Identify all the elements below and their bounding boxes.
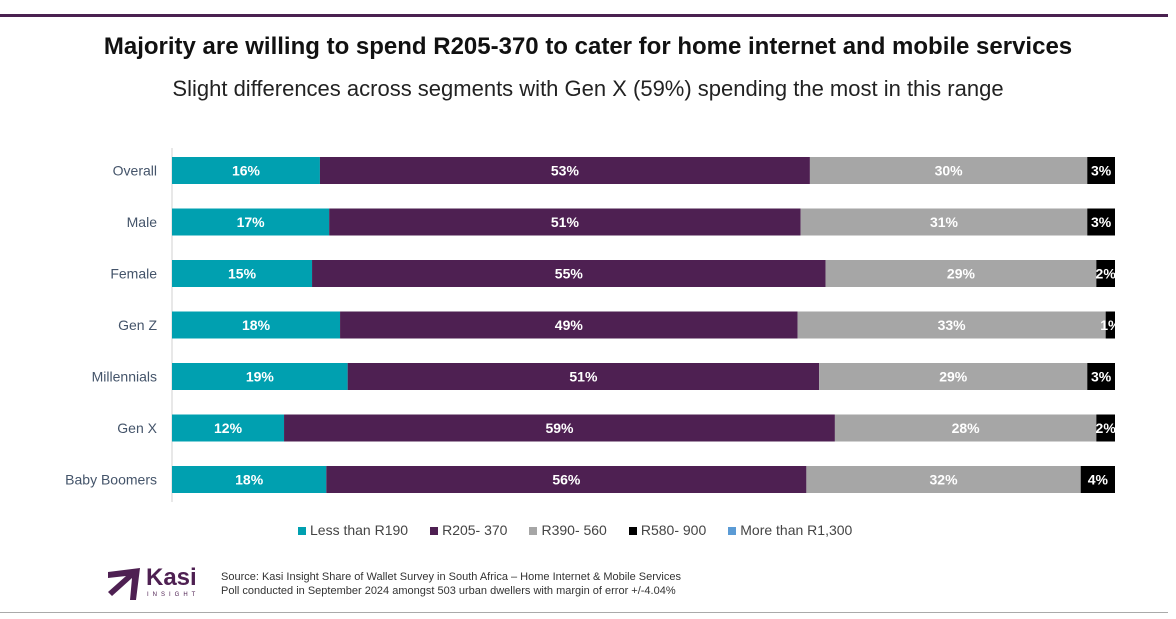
data-label: 30% — [935, 163, 964, 179]
bar-segment — [347, 363, 820, 390]
legend-swatch — [728, 527, 737, 536]
bar-segment — [800, 208, 1088, 236]
category-label: Female — [110, 266, 157, 282]
legend-swatch — [298, 527, 306, 536]
bar-segment — [1087, 157, 1115, 184]
legend-swatch — [628, 527, 637, 536]
bar-segment — [1087, 363, 1115, 390]
category-label: Male — [127, 214, 158, 230]
data-label: 15% — [228, 266, 257, 282]
data-label: 1% — [1100, 317, 1121, 333]
bar-segment — [284, 414, 835, 442]
data-label: 29% — [939, 369, 968, 385]
data-label: 29% — [947, 266, 976, 282]
legend-item: More than R1,300 — [728, 522, 852, 538]
legend: Less than R190 R205- 370 R390- 560 R580- 90… — [298, 522, 852, 538]
category-label: Gen Z — [118, 317, 157, 333]
data-label: 16% — [232, 163, 261, 179]
bar-segment — [329, 208, 801, 236]
data-label: 28% — [952, 420, 981, 436]
data-label: 19% — [246, 369, 275, 385]
bar-segment — [809, 157, 1088, 184]
bar-segment — [1096, 260, 1115, 287]
data-label: 3% — [1091, 369, 1112, 385]
data-label: 49% — [555, 317, 584, 333]
chart-title: Majority are willing to spend R205-370 t… — [103, 33, 1073, 60]
bar-segment — [319, 157, 810, 184]
kasi-logo-icon — [108, 568, 140, 600]
data-label: 51% — [551, 214, 580, 230]
data-label: 51% — [569, 369, 598, 385]
data-label: 53% — [551, 163, 580, 179]
legend-swatch — [430, 527, 439, 536]
bar-segment — [1105, 311, 1115, 339]
bar-segment — [819, 363, 1088, 390]
bar-segment — [172, 414, 285, 442]
data-label: 3% — [1091, 163, 1112, 179]
bar-segment — [806, 466, 1081, 493]
data-label: 31% — [930, 214, 959, 230]
bar-segment — [172, 208, 330, 236]
data-label: 3% — [1091, 214, 1112, 230]
legend-swatch — [529, 527, 538, 536]
bar-segment — [312, 260, 826, 287]
legend-label: R205- 370 — [442, 522, 508, 538]
bar-segment — [1096, 414, 1115, 442]
bar-segment — [1080, 466, 1115, 493]
legend-item: R580- 900 — [628, 522, 707, 538]
data-label: 2% — [1096, 266, 1117, 282]
logo-text: Kasi — [146, 564, 197, 591]
top-divider — [0, 14, 1168, 17]
legend-item: Less than R190 — [298, 522, 408, 538]
bar-segment — [172, 466, 327, 493]
category-label: Gen X — [117, 420, 157, 436]
bar-segment — [172, 363, 348, 390]
bar-segment — [834, 414, 1097, 442]
data-label: 4% — [1088, 472, 1109, 488]
bar-segment — [172, 260, 313, 287]
bar-segment — [172, 311, 341, 339]
data-label: 33% — [938, 317, 967, 333]
data-label: 18% — [235, 472, 264, 488]
bar-segment — [172, 157, 320, 184]
bottom-divider — [0, 612, 1168, 613]
bar-segment — [797, 311, 1106, 339]
bar-segment — [326, 466, 807, 493]
data-label: 18% — [242, 317, 271, 333]
data-label: 56% — [552, 472, 581, 488]
data-label: 55% — [555, 266, 584, 282]
data-label: 32% — [930, 472, 959, 488]
category-label: Overall — [113, 163, 157, 179]
source-note: Source: Kasi Insight Share of Wallet Sur… — [221, 570, 681, 598]
category-label: Millennials — [92, 369, 157, 385]
bar-segment — [340, 311, 798, 339]
source-line: Source: Kasi Insight Share of Wallet Sur… — [221, 571, 681, 583]
legend-label: More than R1,300 — [740, 522, 853, 538]
data-label: 59% — [545, 420, 574, 436]
poll-line: Poll conducted in September 2024 amongst… — [221, 585, 676, 597]
data-label: 12% — [214, 420, 243, 436]
legend-label: Less than R190 — [310, 522, 409, 538]
data-label: 2% — [1096, 420, 1117, 436]
bar-segment — [825, 260, 1097, 287]
legend-label: R580- 900 — [640, 522, 707, 538]
legend-label: R390- 560 — [541, 522, 607, 538]
data-label: 17% — [237, 214, 266, 230]
logo-tagline: INSIGHT — [147, 592, 200, 598]
chart-subtitle: Slight differences across segments with … — [172, 76, 1004, 101]
legend-item: R390- 560 — [529, 522, 607, 538]
legend-item: R205- 370 — [430, 522, 507, 538]
category-label: Baby Boomers — [65, 472, 157, 488]
bar-segment — [1087, 208, 1115, 236]
